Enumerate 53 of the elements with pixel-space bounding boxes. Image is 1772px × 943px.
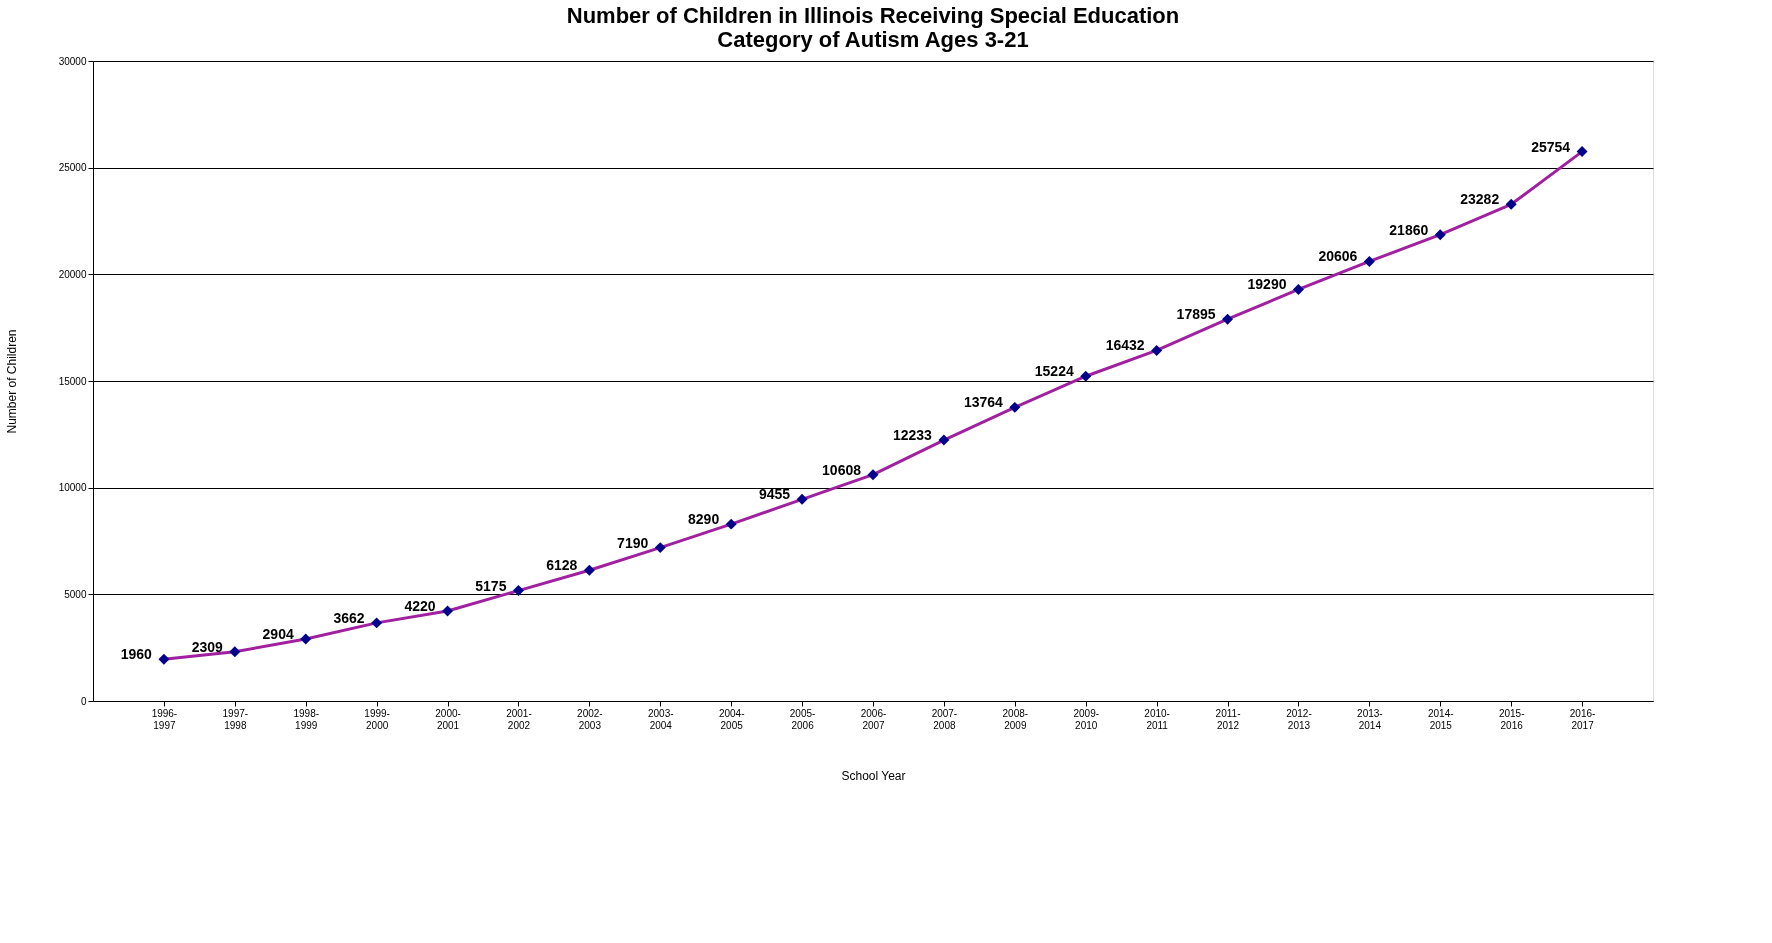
data-label: 17895 — [1176, 306, 1216, 323]
y-tick-label: 0 — [80, 695, 87, 707]
x-tick-label: 2013-2014 — [1357, 707, 1383, 731]
x-tick-label: 2015-2016 — [1498, 707, 1525, 731]
data-label: 8290 — [688, 511, 720, 528]
data-label: 20606 — [1318, 248, 1358, 265]
data-label: 3662 — [333, 609, 365, 626]
x-tick-label: 2004-2005 — [718, 707, 745, 731]
data-label: 7190 — [617, 534, 649, 551]
x-tick-label: 2016-2017 — [1569, 707, 1596, 731]
data-label: 25754 — [1531, 138, 1571, 155]
data-label: 19290 — [1247, 276, 1287, 293]
x-axis-title: School Year — [841, 768, 906, 783]
data-label: 1960 — [120, 646, 153, 663]
y-tick-label: 5000 — [64, 588, 87, 600]
x-tick-label: 1996-1997 — [151, 707, 178, 731]
x-tick-label: 1999-2000 — [364, 707, 390, 731]
data-label: 23282 — [1460, 191, 1500, 208]
data-label: 4220 — [404, 597, 436, 614]
y-tick-label: 10000 — [58, 482, 87, 494]
x-tick-label: 2011-2012 — [1215, 707, 1241, 731]
text: Number of Children in Illinois Receiving Special Education — [566, 3, 1180, 28]
data-label: 2904 — [262, 626, 294, 643]
x-tick-label: 2007-2008 — [931, 707, 958, 731]
data-label: 2309 — [191, 638, 224, 655]
x-tick-label: 1998-1999 — [293, 707, 320, 731]
data-label: 15224 — [1034, 363, 1074, 380]
x-tick-label: 2008-2009 — [1002, 707, 1029, 731]
data-label: 6128 — [546, 557, 578, 574]
x-tick-label: 2002-2003 — [577, 707, 603, 731]
x-tick-label: 2001-2002 — [506, 707, 532, 731]
x-tick-label: 2009-2010 — [1073, 707, 1100, 731]
x-tick-label: 2005-2006 — [789, 707, 816, 731]
y-tick-label: 25000 — [58, 162, 87, 174]
x-tick-label: 2014-2015 — [1427, 707, 1454, 731]
x-tick-label: 2012-2013 — [1286, 707, 1312, 731]
x-tick-label: 1997-1998 — [222, 707, 249, 731]
x-tick-label: 2006-2007 — [860, 707, 887, 731]
data-label: 9455 — [758, 486, 791, 503]
data-label: 21860 — [1389, 221, 1429, 238]
y-tick-label: 30000 — [58, 55, 87, 67]
y-axis-title: Number of Children — [4, 329, 19, 434]
data-label: 16432 — [1105, 337, 1145, 354]
y-tick-label: 20000 — [58, 268, 87, 280]
x-tick-label: 2010-2011 — [1144, 707, 1170, 731]
text: Category of Autism Ages 3-21 — [717, 27, 1029, 52]
y-tick-label: 15000 — [58, 375, 87, 387]
x-tick-label: 2003-2004 — [647, 707, 674, 731]
data-label: 10608 — [822, 461, 862, 478]
x-tick-label: 2000-2001 — [435, 707, 461, 731]
data-label: 5175 — [475, 577, 507, 594]
data-label: 12233 — [892, 427, 933, 444]
data-label: 13764 — [963, 394, 1004, 411]
